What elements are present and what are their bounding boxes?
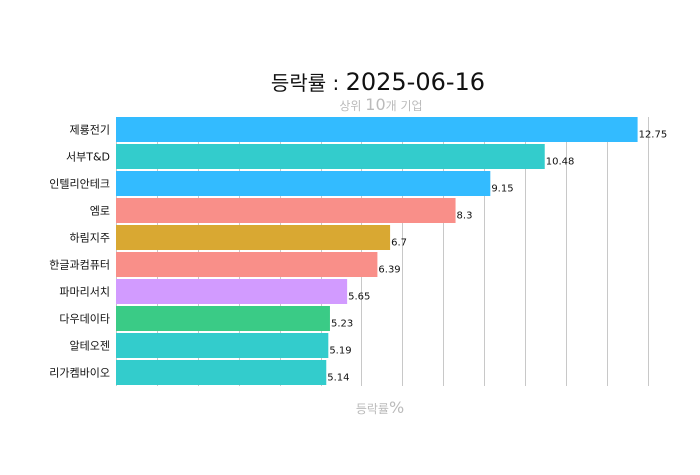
category-label: 제룡전기 [70, 124, 110, 137]
bar [116, 225, 391, 250]
chart-subtitle-number: 10 [365, 95, 385, 114]
category-label: 알테오젠 [70, 339, 110, 353]
bar [116, 144, 545, 169]
category-label: 하림지주 [70, 231, 110, 245]
category-label: 다우데이타 [59, 313, 110, 326]
value-label: 9.15 [491, 184, 513, 195]
category-label: 인텔리안테크 [49, 178, 110, 191]
chart-subtitle: 상위 10개 기업 [339, 95, 422, 114]
category-label: 한글과컴퓨터 [49, 259, 110, 272]
value-labels: 12.75 10.48 9.15 8.3 6.7 6.39 5.65 5.23 5.19 5.14 [327, 130, 667, 384]
bar [116, 306, 330, 331]
bar [116, 360, 327, 385]
x-axis-label: 등락률% [356, 398, 404, 417]
value-label: 6.7 [391, 238, 407, 249]
value-label: 6.39 [378, 265, 400, 276]
bar [116, 279, 348, 304]
bar [116, 333, 329, 358]
x-axis-label-unit: % [389, 398, 404, 417]
chart-title: 등락률 : 2025-06-16 [271, 68, 485, 96]
value-label: 8.3 [457, 211, 473, 222]
chart-title-date: 2025-06-16 [346, 68, 485, 96]
bar [116, 171, 491, 196]
value-label: 5.65 [348, 292, 370, 303]
chart-subtitle-after: 개 기업 [386, 99, 423, 113]
value-label: 5.19 [329, 346, 351, 357]
category-label: 서부T&D [66, 151, 110, 164]
value-label: 10.48 [546, 157, 575, 168]
bar [116, 198, 456, 223]
bar [116, 252, 378, 277]
value-label: 12.75 [639, 130, 668, 141]
bar [116, 117, 638, 142]
category-label: 파마리서치 [59, 286, 110, 299]
value-label: 5.23 [331, 319, 353, 330]
category-label: 리가켐바이오 [49, 367, 110, 380]
x-axis-label-text: 등락률 [356, 402, 389, 416]
value-label: 5.14 [327, 373, 349, 384]
chart-subtitle-before: 상위 [339, 99, 365, 113]
chart-title-prefix: 등락률 : [271, 71, 346, 95]
bars [116, 117, 638, 385]
category-label: 엠로 [90, 205, 110, 218]
